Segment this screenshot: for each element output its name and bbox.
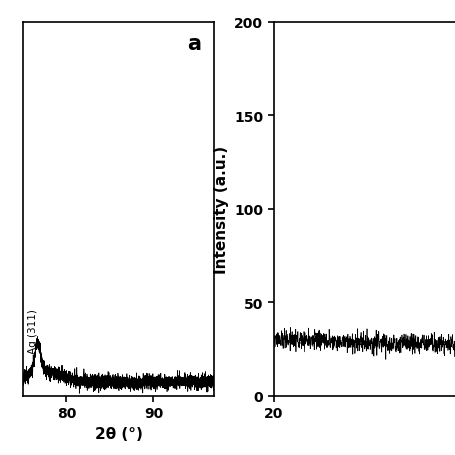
Y-axis label: Intensity (a.u.): Intensity (a.u.) bbox=[213, 146, 228, 273]
Text: a: a bbox=[187, 34, 201, 54]
X-axis label: 2θ (°): 2θ (°) bbox=[95, 426, 142, 441]
Text: Ag (311): Ag (311) bbox=[28, 308, 38, 354]
